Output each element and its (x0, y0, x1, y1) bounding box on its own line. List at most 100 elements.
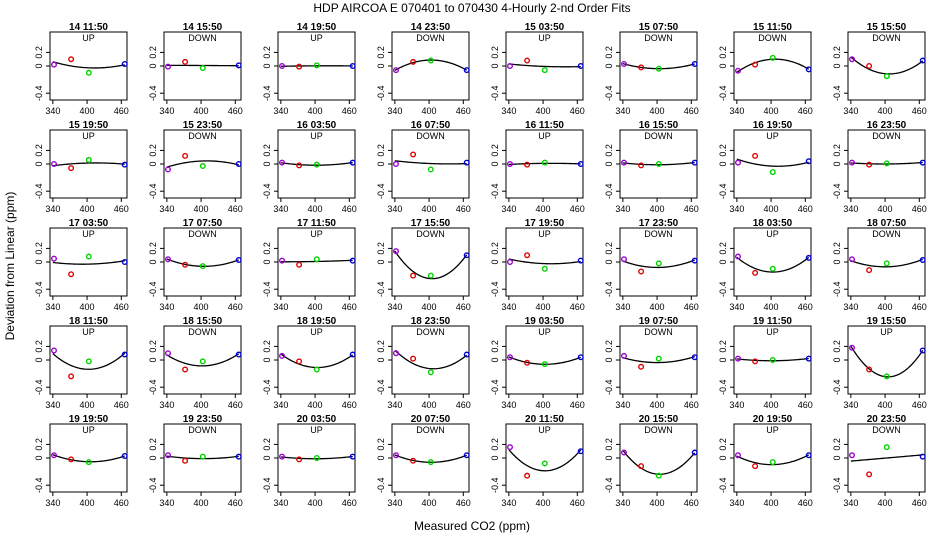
chart-title: HDP AIRCOA E 070401 to 070430 4-Hourly 2… (313, 1, 630, 15)
data-point (620, 352, 627, 359)
x-tick-label: 460 (570, 400, 585, 410)
data-point (620, 449, 627, 456)
panel-direction: UP (310, 425, 323, 435)
panel-title: 20 03:50 (297, 414, 337, 425)
x-tick-label: 400 (308, 204, 323, 214)
data-point (769, 265, 776, 272)
x-tick-label: 400 (764, 302, 779, 312)
y-tick-label: 0 (376, 357, 386, 362)
y-tick-label: 0 (376, 63, 386, 68)
data-point (638, 463, 645, 470)
data-point (199, 263, 206, 270)
data-point (349, 351, 356, 358)
y-tick-label: -0.4 (604, 183, 614, 199)
y-tick-label: 0 (148, 455, 158, 460)
panel-title: 17 23:50 (639, 218, 679, 229)
data-point (691, 354, 698, 361)
y-tick-label: 0 (262, 63, 272, 68)
fit-curve (508, 356, 581, 365)
x-tick-label: 460 (912, 400, 927, 410)
data-point (919, 256, 926, 263)
x-tick-label: 400 (650, 498, 665, 508)
y-tick-label: -0.4 (718, 477, 728, 493)
y-tick-label: 0 (34, 455, 44, 460)
y-axis-title: Deviation from Linear (ppm) (3, 192, 17, 341)
y-tick-label: -0.4 (490, 379, 500, 395)
x-tick-label: 460 (570, 498, 585, 508)
panel-title: 18 03:50 (753, 218, 793, 229)
y-tick-label: 0 (262, 357, 272, 362)
x-tick-label: 400 (878, 106, 893, 116)
x-tick-label: 400 (764, 106, 779, 116)
panel-title: 16 07:50 (411, 120, 451, 131)
data-point (638, 363, 645, 370)
y-tick-label: -0.4 (376, 183, 386, 199)
y-tick-label: -0.4 (718, 85, 728, 101)
data-point (235, 351, 242, 358)
data-point (734, 253, 741, 260)
y-tick-label: 0.2 (832, 144, 842, 157)
x-tick-label: 400 (878, 204, 893, 214)
data-point (463, 351, 470, 358)
x-tick-label: 460 (114, 400, 129, 410)
panel-direction: UP (880, 327, 893, 337)
y-tick-label: -0.4 (832, 183, 842, 199)
data-point (866, 471, 873, 478)
y-tick-label: 0 (604, 357, 614, 362)
panel-direction: UP (766, 131, 779, 141)
y-tick-label: -0.4 (262, 85, 272, 101)
fit-curve (850, 161, 923, 165)
x-tick-label: 340 (843, 400, 858, 410)
y-tick-label: -0.4 (262, 183, 272, 199)
data-point (577, 160, 584, 167)
y-tick-label: 0 (262, 455, 272, 460)
fit-curve (394, 160, 467, 165)
y-tick-label: 0 (490, 259, 500, 264)
data-point (752, 358, 759, 365)
y-tick-label: 0.2 (604, 340, 614, 353)
panel-direction: DOWN (758, 33, 787, 43)
data-point (638, 268, 645, 275)
data-point (655, 160, 662, 167)
x-tick-label: 460 (342, 498, 357, 508)
panel-title: 14 19:50 (297, 22, 337, 33)
panel-direction: DOWN (188, 131, 217, 141)
data-point (164, 256, 171, 263)
x-tick-label: 460 (342, 204, 357, 214)
y-tick-label: 0.2 (490, 46, 500, 59)
data-point (463, 67, 470, 74)
data-point (392, 452, 399, 459)
y-tick-label: 0.2 (490, 438, 500, 451)
fit-curve (622, 161, 695, 166)
y-tick-label: -0.4 (148, 281, 158, 297)
y-tick-label: 0.2 (718, 46, 728, 59)
x-tick-label: 460 (912, 302, 927, 312)
x-tick-label: 340 (615, 400, 630, 410)
x-tick-label: 340 (45, 204, 60, 214)
panel-direction: DOWN (644, 327, 673, 337)
fit-curve (394, 349, 468, 370)
data-point (734, 67, 741, 74)
y-tick-label: 0 (490, 63, 500, 68)
x-tick-label: 340 (45, 106, 60, 116)
x-tick-label: 400 (80, 106, 95, 116)
data-point (85, 253, 92, 260)
y-tick-label: 0 (34, 357, 44, 362)
fit-curve (394, 250, 468, 280)
data-point (85, 358, 92, 365)
y-tick-label: 0.2 (490, 340, 500, 353)
data-point (313, 161, 320, 168)
data-point (919, 159, 926, 166)
x-tick-label: 340 (843, 498, 858, 508)
panel-direction: UP (82, 229, 95, 239)
